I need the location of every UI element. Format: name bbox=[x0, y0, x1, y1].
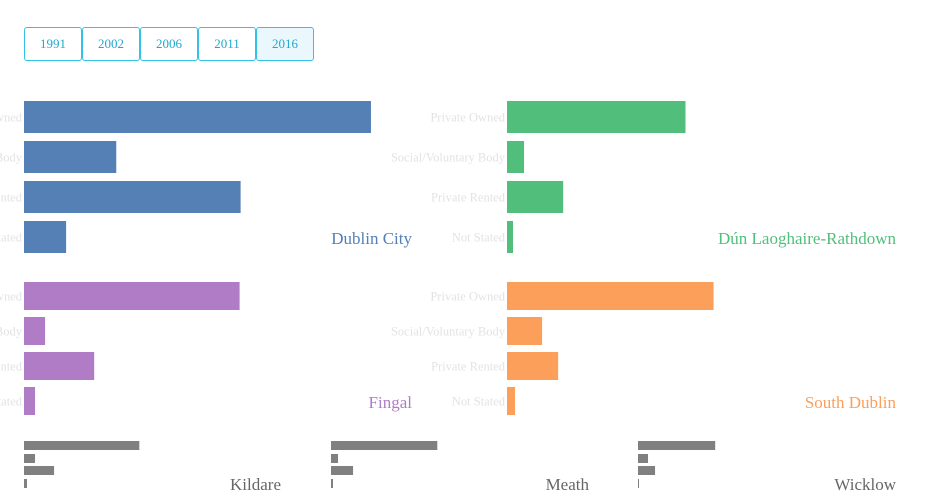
category-label-fingal-not-stated: Not Stated bbox=[0, 395, 23, 409]
bar-south-dublin-private-owned[interactable] bbox=[507, 282, 714, 310]
category-label-dublin-city-not-stated: Not Stated bbox=[0, 231, 23, 245]
year-button-2016[interactable]: 2016 bbox=[256, 27, 314, 61]
year-button-2002[interactable]: 2002 bbox=[82, 27, 140, 61]
category-label-dublin-city-social-voluntary-body: Social/Voluntary Body bbox=[0, 151, 23, 165]
category-label-fingal-social-voluntary-body: Social/Voluntary Body bbox=[0, 325, 23, 339]
bar-dublin-city-not-stated[interactable] bbox=[24, 221, 67, 253]
region-label-dun-laoghaire-rathdown: Dún Laoghaire-Rathdown bbox=[718, 229, 896, 248]
category-label-fingal-private-rented: Private Rented bbox=[0, 360, 23, 374]
category-label-south-dublin-social-voluntary-body: Social/Voluntary Body bbox=[391, 325, 506, 339]
bar-kildare-not-stated[interactable] bbox=[24, 479, 28, 488]
bar-wicklow-private-owned[interactable] bbox=[638, 441, 716, 450]
bar-wicklow-private-rented[interactable] bbox=[638, 466, 656, 475]
bar-wicklow-social-voluntary-body[interactable] bbox=[638, 454, 649, 463]
category-label-dun-laoghaire-rathdown-private-rented: Private Rented bbox=[431, 191, 506, 205]
bar-wicklow-not-stated[interactable] bbox=[638, 479, 640, 488]
bar-dun-laoghaire-rathdown-private-rented[interactable] bbox=[507, 181, 564, 213]
year-button-2011[interactable]: 2011 bbox=[198, 27, 256, 61]
category-label-dun-laoghaire-rathdown-private-owned: Private Owned bbox=[430, 111, 505, 125]
bar-dublin-city-private-owned[interactable] bbox=[24, 101, 371, 133]
bar-dun-laoghaire-rathdown-private-owned[interactable] bbox=[507, 101, 686, 133]
bar-dublin-city-social-voluntary-body[interactable] bbox=[24, 141, 117, 173]
bar-dublin-city-private-rented[interactable] bbox=[24, 181, 241, 213]
region-label-south-dublin: South Dublin bbox=[805, 393, 897, 412]
bar-fingal-not-stated[interactable] bbox=[24, 387, 36, 415]
category-label-dublin-city-private-owned: Private Owned bbox=[0, 111, 23, 125]
bar-dun-laoghaire-rathdown-not-stated[interactable] bbox=[507, 221, 514, 253]
bar-kildare-private-owned[interactable] bbox=[24, 441, 140, 450]
category-label-south-dublin-private-owned: Private Owned bbox=[430, 290, 505, 304]
year-button-2006[interactable]: 2006 bbox=[140, 27, 198, 61]
year-button-1991[interactable]: 1991 bbox=[24, 27, 82, 61]
category-label-south-dublin-private-rented: Private Rented bbox=[431, 360, 506, 374]
bar-fingal-private-rented[interactable] bbox=[24, 352, 95, 380]
region-label-meath: Meath bbox=[546, 475, 590, 494]
bar-meath-not-stated[interactable] bbox=[331, 479, 334, 488]
category-label-dun-laoghaire-rathdown-not-stated: Not Stated bbox=[452, 231, 506, 245]
bar-fingal-private-owned[interactable] bbox=[24, 282, 240, 310]
region-label-dublin-city: Dublin City bbox=[331, 229, 412, 248]
bar-kildare-social-voluntary-body[interactable] bbox=[24, 454, 36, 463]
region-label-wicklow: Wicklow bbox=[834, 475, 896, 494]
bar-south-dublin-private-rented[interactable] bbox=[507, 352, 559, 380]
bar-meath-private-owned[interactable] bbox=[331, 441, 438, 450]
category-label-south-dublin-not-stated: Not Stated bbox=[452, 395, 506, 409]
category-label-fingal-private-owned: Private Owned bbox=[0, 290, 23, 304]
bar-south-dublin-not-stated[interactable] bbox=[507, 387, 516, 415]
bar-kildare-private-rented[interactable] bbox=[24, 466, 55, 475]
bar-south-dublin-social-voluntary-body[interactable] bbox=[507, 317, 543, 345]
bar-meath-social-voluntary-body[interactable] bbox=[331, 454, 339, 463]
region-label-fingal: Fingal bbox=[369, 393, 413, 412]
category-label-dun-laoghaire-rathdown-social-voluntary-body: Social/Voluntary Body bbox=[391, 151, 506, 165]
category-label-dublin-city-private-rented: Private Rented bbox=[0, 191, 23, 205]
bar-dun-laoghaire-rathdown-social-voluntary-body[interactable] bbox=[507, 141, 525, 173]
bar-meath-private-rented[interactable] bbox=[331, 466, 354, 475]
bar-fingal-social-voluntary-body[interactable] bbox=[24, 317, 46, 345]
region-label-kildare: Kildare bbox=[230, 475, 281, 494]
